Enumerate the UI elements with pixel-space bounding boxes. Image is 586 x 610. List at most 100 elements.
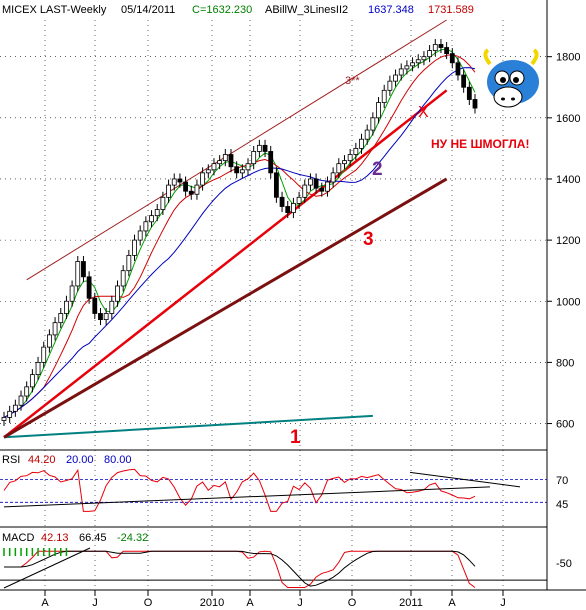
candle-body xyxy=(432,44,438,51)
candle-body xyxy=(239,169,245,174)
ma-fast-line xyxy=(3,48,476,418)
rsi-label: RSI xyxy=(2,454,20,466)
candle-body xyxy=(285,206,291,214)
candle-body xyxy=(171,178,177,186)
candle-body xyxy=(166,184,171,198)
candle-body xyxy=(245,163,251,171)
header-value-2: 1731.589 xyxy=(428,4,474,16)
candle-body xyxy=(308,178,313,186)
candle-body xyxy=(58,313,64,324)
time-tick-label: J xyxy=(297,597,303,609)
grid xyxy=(0,20,547,590)
macd-value-3: -24.32 xyxy=(117,532,148,544)
header-close: C=1632.230 xyxy=(192,4,252,16)
macd-label: MACD xyxy=(2,532,34,544)
time-tick-label: A xyxy=(41,597,49,609)
candle-body xyxy=(200,172,206,186)
candle-body xyxy=(205,169,211,174)
candle-body xyxy=(319,187,325,192)
label-3: 3 xyxy=(363,229,374,250)
candle-body xyxy=(472,99,478,109)
candle-body xyxy=(415,59,421,64)
candle-body xyxy=(12,404,18,412)
ma-mid-line xyxy=(3,54,476,418)
header-value-1: 1637.348 xyxy=(368,4,414,16)
channel-line-1 xyxy=(3,414,373,439)
candle-body xyxy=(376,102,381,119)
channel-line-3 xyxy=(3,177,448,439)
price-tick-label: 1600 xyxy=(556,113,580,125)
candle-body xyxy=(160,196,166,210)
candle-body xyxy=(364,129,370,140)
candle-body xyxy=(302,184,308,198)
candle-body xyxy=(342,160,347,165)
time-tick-label: 2011 xyxy=(399,597,423,609)
candle-body xyxy=(92,297,98,314)
rsi-pane xyxy=(0,468,547,512)
candle-body xyxy=(387,80,393,91)
time-tick-label: O xyxy=(348,597,357,609)
candle-body xyxy=(381,89,387,103)
candle-body xyxy=(404,65,410,70)
candle-body xyxy=(183,181,188,192)
candle-body xyxy=(46,334,52,348)
macd-value-2: 66.45 xyxy=(79,532,107,544)
price-tick-label: 1200 xyxy=(556,235,580,247)
candle-body xyxy=(427,50,433,58)
candle-body xyxy=(336,163,342,174)
candle-body xyxy=(228,154,234,168)
time-tick-label: O xyxy=(144,597,153,609)
candle-body xyxy=(81,261,86,278)
macd-tick-minus-50: -50 xyxy=(556,558,572,570)
candle-body xyxy=(353,147,359,155)
candle-body xyxy=(438,44,444,48)
candle-body xyxy=(347,154,353,162)
candle-body xyxy=(262,144,268,152)
channel-line-3** xyxy=(26,19,447,281)
price-tick-label: 800 xyxy=(556,357,574,369)
time-tick-label: A xyxy=(246,597,254,609)
rsi-lower: 20.00 xyxy=(66,454,94,466)
candle-body xyxy=(86,276,92,299)
candle-body xyxy=(98,313,103,321)
candle-body xyxy=(69,285,75,302)
rsi-tick-45: 45 xyxy=(556,499,568,511)
time-tick-label: J xyxy=(92,597,98,609)
candle-body xyxy=(222,154,228,162)
label-2: 2 xyxy=(372,159,383,180)
candle-body xyxy=(35,361,41,376)
rsi-value: 44.20 xyxy=(28,454,56,466)
rsi-line xyxy=(3,468,476,512)
time-tick-label: A xyxy=(448,597,456,609)
candle-body xyxy=(466,86,472,100)
header-symbol: MICEX LAST-Weekly xyxy=(2,4,107,16)
ma-slow-line xyxy=(3,67,476,418)
candle-body xyxy=(137,230,143,241)
candle-body xyxy=(18,395,24,406)
macd-trendline xyxy=(3,547,91,589)
rsi-trendline-upper xyxy=(409,471,521,488)
candle-body xyxy=(455,62,461,76)
candle-body xyxy=(330,172,336,183)
candle-body xyxy=(109,300,115,314)
time-tick-label: J xyxy=(500,597,506,609)
candle-body xyxy=(291,203,296,214)
candle-body xyxy=(444,47,450,55)
candle-body xyxy=(41,346,47,363)
candle-body xyxy=(313,178,319,189)
candle-body xyxy=(296,196,302,204)
candle-body xyxy=(126,254,132,272)
candle-body xyxy=(188,190,194,195)
time-axis-ticks: A J O 2010 A J O 2011 A J xyxy=(41,590,506,609)
candle-body xyxy=(64,300,69,314)
candle-body xyxy=(279,196,285,207)
price-tick-label: 1400 xyxy=(556,174,580,186)
candle-body xyxy=(217,160,223,165)
candle-body xyxy=(449,53,455,64)
price-tick-label: 600 xyxy=(556,419,574,431)
candle-body xyxy=(143,221,149,232)
candle-body xyxy=(393,74,398,82)
candle-body xyxy=(410,62,415,67)
rsi-trendline-lower xyxy=(3,486,491,508)
